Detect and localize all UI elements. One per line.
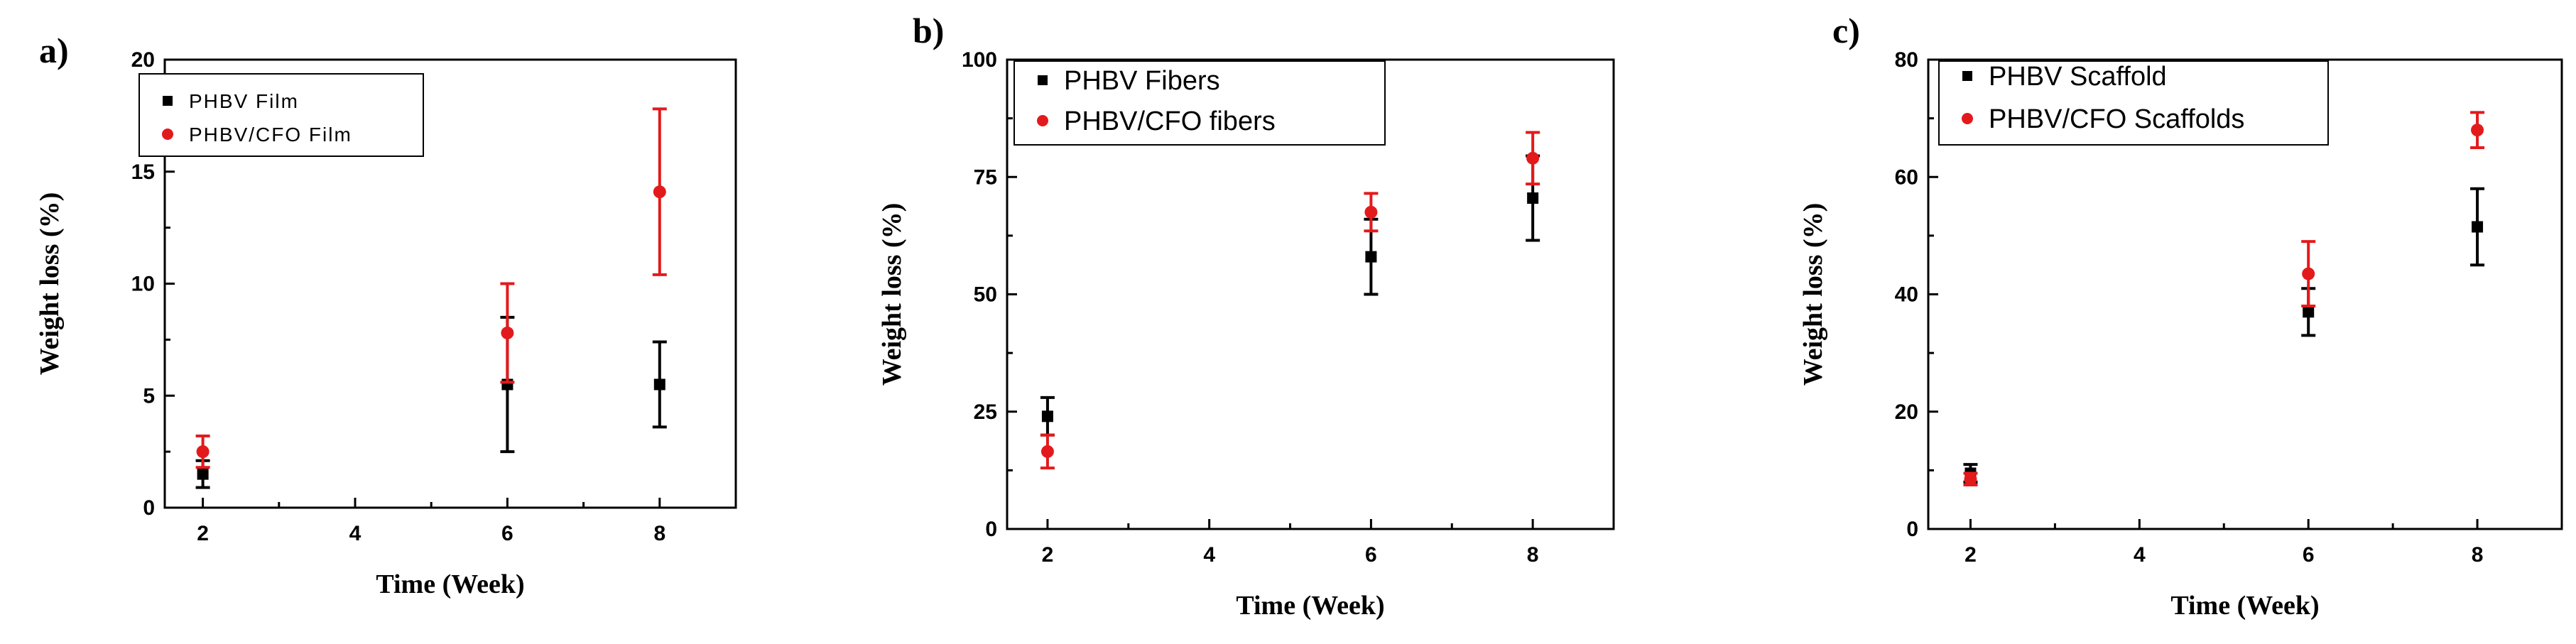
data-point [1527,192,1539,204]
chart-panel-1: a) 0 5 10 15 20 2 4 6 8 Time (Week) Weight loss (%)… [35,31,737,599]
x-tick-label: 2 [197,522,209,545]
panel-label: c) [1832,11,1860,50]
panel-label: b) [913,11,944,50]
data-point [2303,306,2315,318]
series-2 [1040,131,1540,470]
panel-label: a) [39,31,69,70]
y-tick-label: 25 [974,400,997,424]
y-tick-label: 100 [962,48,997,72]
data-point [653,378,665,391]
data-point [2471,124,2484,137]
y-tick-label: 0 [985,518,997,541]
legend-marker [1962,71,1972,81]
x-tick-label: 4 [1203,543,1215,567]
data-point [196,445,210,459]
y-tick-label: 80 [1895,48,1918,72]
data-point [1041,410,1053,422]
legend-marker [163,96,173,106]
data-point [1365,251,1377,263]
x-axis-title: Time (Week) [2170,591,2319,621]
y-tick-label: 20 [1895,400,1918,424]
legend-box [1938,60,2329,146]
y-tick-label: 40 [1895,283,1918,307]
x-tick-label: 2 [1042,543,1054,567]
x-tick-label: 8 [2472,543,2484,567]
data-point [1964,472,1977,486]
series-2 [1963,111,2485,487]
series-1 [195,315,667,489]
x-tick-label: 8 [653,522,665,545]
y-axis-title: Weight loss (%) [877,203,907,386]
legend-label: PHBV Scaffold [1989,62,2167,92]
y-tick-label: 50 [974,283,997,307]
y-tick-label: 75 [974,165,997,189]
legend-box [1013,60,1386,146]
x-tick-label: 8 [1527,543,1539,567]
x-tick-label: 4 [2134,543,2146,567]
y-tick-label: 5 [143,384,155,408]
legend: PHBV Film PHBV/CFO Film [138,73,424,157]
series-2 [195,107,667,469]
legend-marker [162,129,173,140]
legend: PHBV Fibers PHBV/CFO fibers [1013,60,1386,146]
x-tick-label: 2 [1964,543,1977,567]
data-point [1040,444,1054,458]
x-axis-title: Time (Week) [1236,591,1384,621]
y-axis-title: Weight loss (%) [1798,203,1828,386]
legend-label: PHBV/CFO Scaffolds [1989,104,2244,134]
legend: PHBV Scaffold PHBV/CFO Scaffolds [1938,60,2329,146]
y-axis-title: Weight loss (%) [35,192,65,376]
y-tick-label: 0 [1906,518,1918,541]
legend-label: PHBV/CFO Film [189,124,352,146]
series-1 [1040,154,1540,437]
x-tick-label: 6 [1365,543,1377,567]
x-tick-label: 6 [2303,543,2315,567]
legend-label: PHBV Fibers [1064,66,1220,96]
y-tick-label: 60 [1895,165,1918,189]
data-point [1364,205,1378,219]
legend-marker [1037,115,1048,126]
legend-box [138,73,424,157]
y-tick-label: 20 [131,48,155,72]
data-point [1526,151,1540,165]
y-tick-label: 10 [131,273,155,296]
data-point [653,185,666,199]
x-tick-label: 4 [349,522,362,545]
data-point [197,468,209,480]
legend-label: PHBV Film [189,90,299,112]
data-point [2302,267,2315,280]
series-1 [1963,187,2485,484]
chart-panel-2: b) 0 25 50 75 100 2 4 6 8 Time (Week) Weight loss (… [877,11,1615,621]
data-point [2472,221,2484,233]
y-tick-label: 15 [131,160,155,184]
legend-marker [1962,113,1973,124]
chart-panel-3: c) 0 20 40 60 80 2 4 6 8 Time (Week) Weight loss (%… [1798,11,2563,621]
x-axis-title: Time (Week) [376,569,524,599]
y-tick-label: 0 [143,496,155,520]
data-point [501,326,514,339]
x-tick-label: 6 [501,522,513,545]
legend-label: PHBV/CFO fibers [1064,107,1276,136]
legend-marker [1038,75,1048,85]
